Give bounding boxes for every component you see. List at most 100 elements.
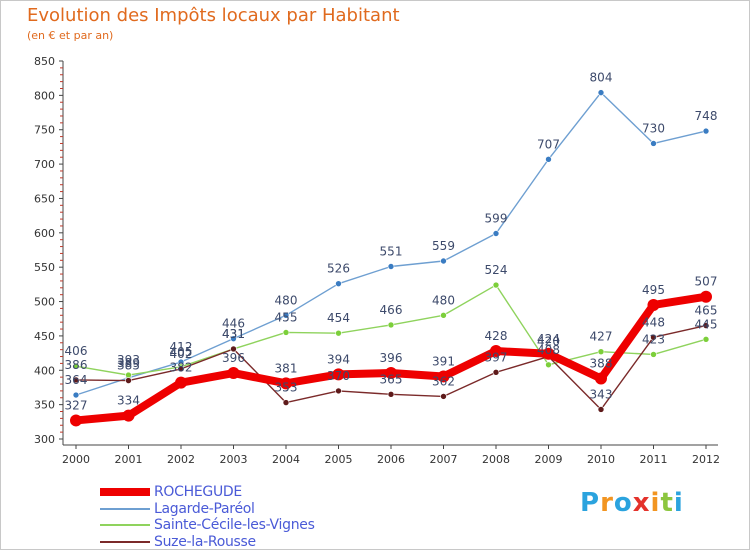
legend-swatch-rochegude [100, 488, 150, 497]
y-tick-label: 400 [34, 364, 55, 377]
data-point-lagarde-pareol[interactable] [492, 230, 500, 237]
data-label-sainte-cecile-les-vignes: 480 [432, 293, 455, 307]
x-tick-label: 2010 [587, 453, 615, 466]
data-point-suze-la-rousse[interactable] [650, 333, 657, 341]
legend-entry-lagarde-pareol[interactable]: Lagarde-Paréol [100, 501, 315, 518]
data-label-rochegude: 334 [117, 394, 140, 408]
data-point-sainte-cecile-les-vignes[interactable] [282, 329, 290, 336]
x-tick-label: 2006 [377, 453, 405, 466]
data-point-rochegude[interactable] [437, 370, 450, 383]
data-point-suze-la-rousse[interactable] [440, 393, 447, 400]
data-label-suze-la-rousse: 385 [117, 359, 140, 373]
logo-letter: x [632, 488, 651, 518]
y-tick-label: 850 [34, 55, 55, 68]
data-point-rochegude[interactable] [70, 414, 82, 427]
series-layer [70, 89, 712, 427]
data-point-sainte-cecile-les-vignes[interactable] [650, 351, 657, 358]
data-point-lagarde-pareol[interactable] [335, 280, 342, 287]
data-label-sainte-cecile-les-vignes: 427 [590, 330, 613, 344]
logo-letter: i [650, 488, 661, 518]
data-point-rochegude[interactable] [595, 372, 607, 385]
data-label-lagarde-pareol: 707 [537, 137, 560, 151]
data-point-rochegude[interactable] [332, 368, 345, 381]
x-tick-label: 2007 [430, 453, 458, 466]
data-point-rochegude[interactable] [490, 345, 502, 358]
data-label-sainte-cecile-les-vignes: 445 [695, 317, 718, 331]
data-point-suze-la-rousse[interactable] [177, 365, 185, 373]
data-point-sainte-cecile-les-vignes[interactable] [72, 362, 80, 370]
y-tick-label: 550 [34, 261, 55, 274]
data-label-rochegude: 327 [65, 398, 88, 412]
data-point-rochegude[interactable] [122, 409, 135, 422]
data-point-lagarde-pareol[interactable] [597, 89, 605, 96]
data-point-rochegude[interactable] [542, 347, 555, 360]
data-label-rochegude: 396 [380, 351, 403, 365]
y-tick-label: 500 [34, 296, 55, 309]
data-label-rochegude: 382 [170, 361, 193, 375]
data-point-sainte-cecile-les-vignes[interactable] [492, 281, 500, 289]
data-point-suze-la-rousse[interactable] [387, 391, 395, 398]
data-point-sainte-cecile-les-vignes[interactable] [335, 329, 342, 337]
data-point-suze-la-rousse[interactable] [597, 406, 605, 413]
data-point-sainte-cecile-les-vignes[interactable] [597, 348, 605, 356]
data-point-suze-la-rousse[interactable] [492, 369, 500, 376]
data-label-suze-la-rousse: 397 [485, 350, 508, 364]
data-label-lagarde-pareol: 364 [65, 373, 88, 387]
data-point-lagarde-pareol[interactable] [387, 263, 395, 270]
data-label-rochegude: 388 [590, 357, 613, 371]
value-labels: 364 389 412 446 480 526 551 559 599 707 804 730 748 4… [65, 71, 718, 413]
data-label-suze-la-rousse: 465 [695, 304, 718, 318]
logo-letter: i [673, 488, 684, 518]
data-point-sainte-cecile-les-vignes[interactable] [125, 371, 132, 379]
data-point-rochegude[interactable] [175, 376, 187, 389]
data-point-suze-la-rousse[interactable] [335, 387, 342, 395]
data-label-sainte-cecile-les-vignes: 406 [65, 344, 88, 358]
legend-entry-suze-la-rousse[interactable]: Suze-la-Rousse [100, 534, 315, 550]
data-point-lagarde-pareol[interactable] [230, 335, 237, 342]
data-label-rochegude: 507 [695, 275, 718, 289]
data-label-sainte-cecile-les-vignes: 524 [485, 263, 508, 277]
data-point-sainte-cecile-les-vignes[interactable] [387, 321, 395, 329]
data-point-suze-la-rousse[interactable] [72, 376, 80, 384]
data-point-lagarde-pareol[interactable] [702, 127, 710, 135]
data-label-rochegude: 396 [222, 351, 245, 365]
data-label-rochegude: 391 [432, 354, 455, 368]
y-tick-label: 600 [34, 227, 55, 240]
data-point-sainte-cecile-les-vignes[interactable] [440, 311, 447, 319]
x-tick-label: 2008 [482, 453, 510, 466]
legend-entry-sainte-cecile[interactable]: Sainte-Cécile-les-Vignes [100, 517, 315, 534]
data-point-suze-la-rousse[interactable] [230, 345, 237, 353]
x-tick-label: 2000 [62, 453, 90, 466]
data-point-rochegude[interactable] [227, 367, 240, 380]
data-point-sainte-cecile-les-vignes[interactable] [702, 336, 710, 343]
data-label-suze-la-rousse: 386 [65, 358, 88, 372]
data-point-lagarde-pareol[interactable] [650, 140, 657, 147]
data-label-sainte-cecile-les-vignes: 431 [222, 327, 245, 341]
data-point-rochegude[interactable] [700, 290, 712, 303]
data-point-lagarde-pareol[interactable] [440, 257, 447, 265]
legend-entry-rochegude[interactable]: ROCHEGUDE [100, 484, 315, 501]
data-point-rochegude[interactable] [647, 298, 660, 311]
data-point-rochegude[interactable] [385, 367, 397, 380]
data-label-suze-la-rousse: 431 [222, 327, 245, 341]
x-tick-label: 2004 [272, 453, 300, 466]
y-tick-label: 300 [34, 433, 55, 446]
data-label-suze-la-rousse: 353 [275, 381, 298, 395]
y-tick-label: 350 [34, 399, 55, 412]
data-point-rochegude[interactable] [280, 377, 292, 390]
data-point-lagarde-pareol[interactable] [282, 311, 290, 319]
data-point-lagarde-pareol[interactable] [545, 155, 552, 163]
data-label-lagarde-pareol: 412 [170, 340, 193, 354]
legend-swatch-sainte-cecile [100, 524, 150, 527]
data-label-rochegude: 495 [642, 283, 665, 297]
data-point-suze-la-rousse[interactable] [702, 322, 710, 329]
data-point-suze-la-rousse[interactable] [282, 399, 290, 406]
data-label-lagarde-pareol: 389 [117, 356, 140, 370]
data-point-sainte-cecile-les-vignes[interactable] [545, 361, 552, 369]
data-label-rochegude: 428 [485, 329, 508, 343]
data-point-lagarde-pareol[interactable] [72, 391, 80, 399]
data-point-suze-la-rousse[interactable] [125, 377, 132, 384]
